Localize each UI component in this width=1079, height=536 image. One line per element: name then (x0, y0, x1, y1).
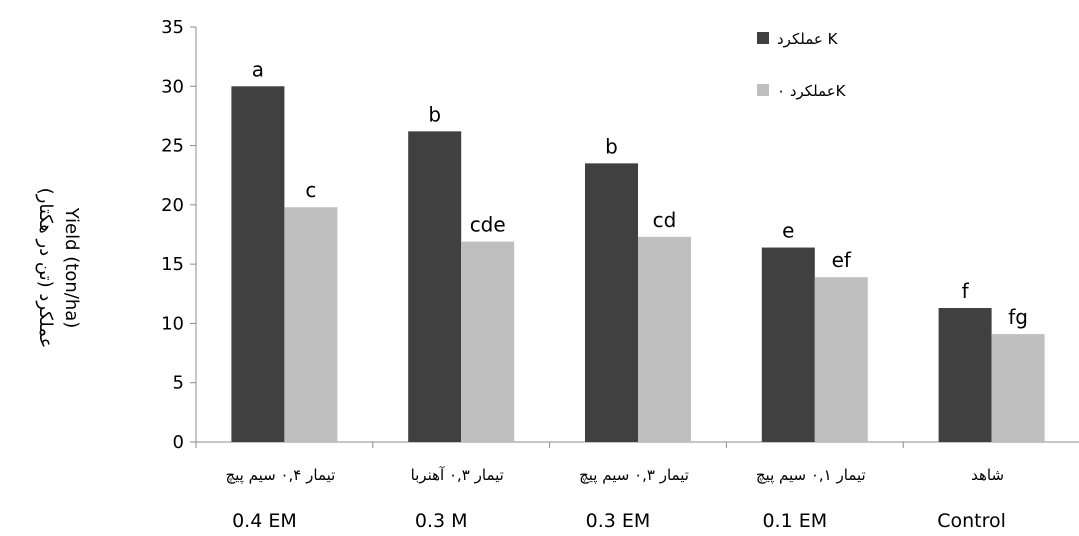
bar (408, 131, 462, 443)
x-category-label-persian: تیمار ۰,۳ سیم پیچ (579, 466, 689, 485)
x-category-label-english: 0.3 M (415, 510, 468, 532)
legend-label: عملکرد ۰K (777, 82, 847, 100)
bar-significance-label: ef (832, 248, 852, 272)
x-category-label-persian: تیمار ۰,۴ سیم پیچ (225, 466, 335, 485)
bar-significance-label: b (428, 102, 441, 126)
x-category-label-persian: تیمار ۰,۱ سیم پیچ (756, 466, 866, 485)
y-axis-ticks: 0 5 10 15 20 25 30 35 (161, 17, 196, 453)
bar-significance-label: c (305, 178, 316, 202)
bar (461, 241, 515, 442)
bar-significance-label: cd (653, 208, 677, 232)
x-category-label-english: 0.4 EM (232, 510, 297, 532)
y-tick-label: 35 (161, 17, 184, 38)
x-category-label-persian: شاهد (971, 466, 1004, 484)
x-category-label-persian: تیمار ۰,۳ آهنربا (411, 466, 504, 484)
y-tick-label: 0 (173, 432, 184, 453)
x-category-label-english: 0.3 EM (586, 510, 651, 532)
bar (938, 308, 992, 442)
y-tick-label: 30 (161, 76, 184, 97)
legend: عملکرد K عملکرد ۰K (757, 30, 847, 100)
y-tick-label: 10 (161, 313, 184, 334)
y-axis-title-persian: عملکرد (تن در هکتار) (35, 188, 56, 349)
bar (585, 163, 638, 442)
bar-significance-label: cde (470, 213, 506, 237)
bar (761, 247, 815, 442)
bar (638, 236, 691, 442)
y-tick-label: 5 (173, 373, 184, 394)
bar (284, 207, 338, 442)
y-axis-title-english: Yield (ton/ha) (61, 207, 82, 329)
bar-significance-label: b (605, 134, 618, 158)
legend-label: عملکرد K (777, 30, 839, 48)
bar (991, 334, 1045, 442)
x-category-label-english: Control (937, 510, 1006, 532)
x-category-label-english: 0.1 EM (762, 510, 827, 532)
bar (814, 277, 868, 442)
bar-significance-label: fg (1008, 305, 1028, 329)
y-axis-title: عملکرد (تن در هکتار) Yield (ton/ha) (35, 188, 82, 349)
x-axis-categories: تیمار ۰,۴ سیم پیچ 0.4 EM تیمار ۰,۳ آهنربا 0… (225, 466, 1005, 532)
bar-significance-label: e (782, 219, 794, 243)
bar-significance-label: f (962, 279, 970, 303)
legend-swatch (757, 32, 769, 44)
y-tick-label: 25 (161, 136, 184, 157)
bar (231, 86, 285, 443)
y-tick-label: 20 (161, 195, 184, 216)
bar-significance-label: a (252, 57, 264, 81)
legend-swatch (757, 84, 769, 96)
y-tick-label: 15 (161, 254, 184, 275)
